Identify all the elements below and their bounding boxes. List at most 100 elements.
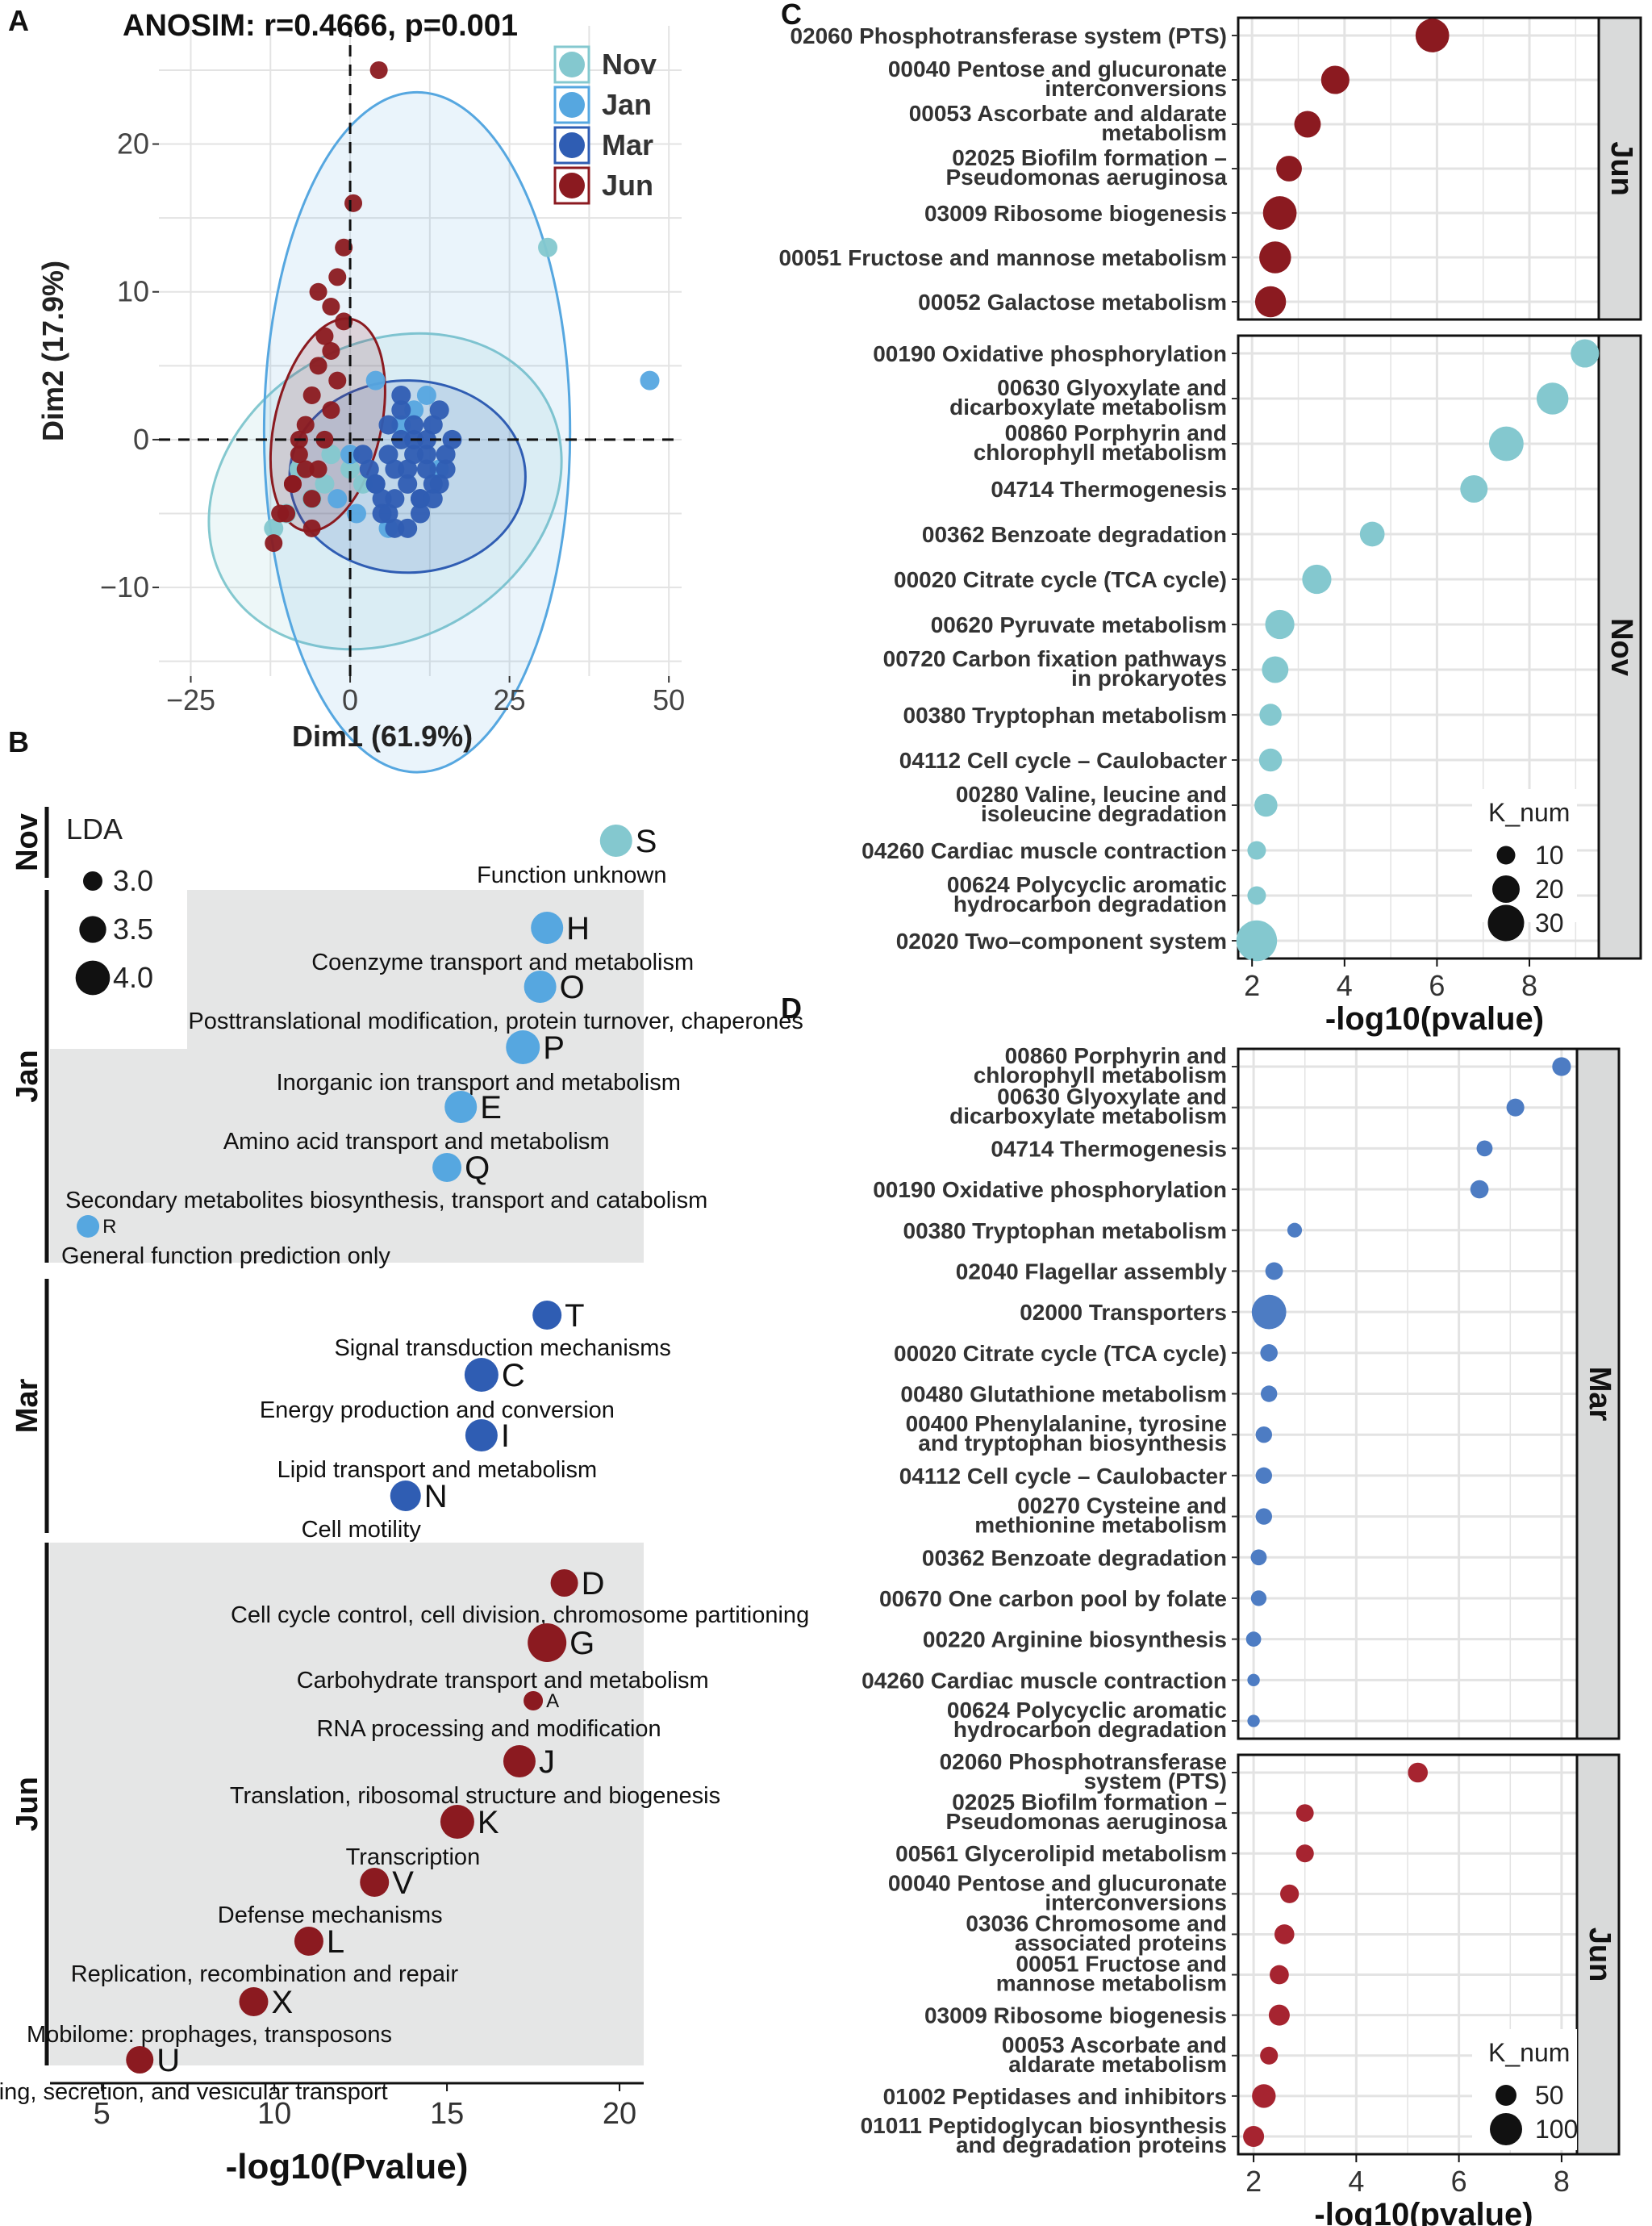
point-mar <box>365 474 386 494</box>
point-jun <box>302 519 321 537</box>
pathway-label: chlorophyll metabolism <box>974 1063 1227 1088</box>
point-jun <box>271 504 290 523</box>
y-tick-label: 20 <box>117 127 149 161</box>
category-description: Coenzyme transport and metabolism <box>311 950 694 975</box>
pathway-point <box>1251 1294 1287 1330</box>
point-mar <box>436 445 456 465</box>
pathway-point <box>1260 1344 1278 1362</box>
point-jun <box>302 386 321 404</box>
category-code: I <box>501 1418 510 1454</box>
point-mar <box>353 445 373 465</box>
size-legend-dot <box>1496 2085 1516 2106</box>
point-jun <box>344 194 363 212</box>
category-code: O <box>560 970 585 1005</box>
pathway-point <box>1302 564 1332 595</box>
category-code: G <box>569 1626 594 1661</box>
x-tick-label: 2 <box>1244 969 1260 1002</box>
x-tick-label: 15 <box>430 2097 464 2131</box>
pathway-label: 02060 Phosphotransferase system (PTS) <box>790 23 1227 48</box>
pathway-label: 02060 Phosphotransferase <box>940 1749 1227 1774</box>
pathway-point <box>1255 1467 1273 1485</box>
category-description: Posttranslational modification, protein … <box>188 1009 803 1034</box>
pathway-label: 01002 Peptidases and inhibitors <box>883 2084 1227 2109</box>
facet-label-nov: Nov <box>1604 618 1638 676</box>
category-code: P <box>543 1030 565 1066</box>
x-tick-label: 6 <box>1451 2165 1467 2198</box>
pathway-label: aldarate metabolism <box>1008 2052 1227 2077</box>
point-jun <box>322 401 340 420</box>
point-mar <box>423 489 443 509</box>
pathway-label: 00362 Benzoate degradation <box>922 1545 1227 1570</box>
category-description: Cell cycle control, cell division, chrom… <box>231 1602 809 1628</box>
x-tick-label: 5 <box>94 2097 111 2131</box>
point-jun <box>315 327 334 345</box>
pathway-point <box>1359 521 1385 547</box>
pathway-label: 00860 Porphyrin and <box>1005 1043 1227 1068</box>
chart-title-a: ANOSIM: r=0.4666, p=0.001 <box>123 9 518 43</box>
point-mar <box>359 459 379 479</box>
pathway-point <box>1415 19 1450 52</box>
pathway-point <box>1506 1098 1525 1117</box>
pathway-label: methionine metabolism <box>974 1513 1227 1538</box>
x-tick-label: 4 <box>1337 969 1353 1002</box>
pathway-label: 00362 Benzoate degradation <box>922 522 1227 547</box>
pathway-label: 00053 Ascorbate and aldarate <box>909 101 1227 126</box>
x-tick-label: 4 <box>1348 2165 1364 2198</box>
size-legend-title: LDA <box>66 812 123 846</box>
category-description: Cell motility <box>302 1517 422 1543</box>
size-legend-dot <box>1492 875 1520 903</box>
x-tick-label: 20 <box>603 2097 636 2131</box>
point-mar <box>411 503 430 524</box>
pathway-label: 04260 Cardiac muscle contraction <box>861 1668 1227 1693</box>
size-legend-dot <box>83 871 102 891</box>
pathway-label: 03009 Ribosome biogenesis <box>924 201 1227 226</box>
size-legend-box <box>1472 2029 1577 2150</box>
group-label-nov: Nov <box>10 813 44 871</box>
pathway-label: 00020 Citrate cycle (TCA cycle) <box>894 1341 1227 1366</box>
pathway-point <box>1259 704 1282 726</box>
pathway-label: 00630 Glyoxylate and <box>997 1084 1227 1109</box>
lda-point-g <box>528 1623 567 1662</box>
pathway-label: Pseudomonas aeruginosa <box>945 1809 1227 1834</box>
lda-point-l <box>294 1927 323 1956</box>
facet-strip <box>1597 334 1642 960</box>
category-description: Replication, recombination and repair <box>71 1961 459 1987</box>
lda-point-r <box>77 1215 100 1238</box>
point-jun <box>296 416 315 434</box>
pathway-label: 03036 Chromosome and <box>966 1911 1227 1936</box>
point-jan <box>327 489 348 509</box>
size-legend-dot <box>1490 2113 1522 2145</box>
category-code: L <box>327 1924 344 1960</box>
lda-point-s <box>599 825 632 857</box>
pathway-label: associated proteins <box>1015 1930 1227 1955</box>
pathway-point <box>1260 1385 1278 1402</box>
point-jan <box>365 370 386 390</box>
lda-point-q <box>432 1153 462 1182</box>
category-description: Lipid transport and metabolism <box>277 1457 598 1483</box>
legend-dot-jun <box>559 173 585 198</box>
pathway-point <box>1476 1140 1493 1157</box>
pathway-point <box>1280 1884 1299 1903</box>
category-description: Energy production and conversion <box>260 1397 615 1423</box>
category-code: X <box>271 1985 293 2020</box>
point-jun <box>309 357 327 375</box>
category-code: J <box>539 1744 555 1780</box>
category-code: Q <box>465 1151 490 1186</box>
pathway-point <box>1252 2084 1276 2108</box>
facet-strip <box>1575 1047 1621 1740</box>
pathway-point <box>1255 1426 1273 1443</box>
pathway-label: 00280 Valine, leucine and <box>956 782 1227 807</box>
point-jun <box>335 238 353 257</box>
point-nov <box>321 445 341 465</box>
category-code: E <box>480 1090 502 1126</box>
pathway-label: 00380 Tryptophan metabolism <box>903 703 1227 728</box>
lda-point-o <box>524 971 557 1003</box>
pathway-label: 02000 Transporters <box>1020 1300 1227 1325</box>
size-legend-title: K_num <box>1488 2038 1570 2067</box>
pathway-point <box>1254 793 1278 817</box>
point-jun <box>302 490 321 508</box>
size-legend-dot <box>79 916 106 943</box>
point-jun <box>335 312 353 331</box>
pathway-point <box>1287 1222 1303 1238</box>
group-label-mar: Mar <box>10 1379 44 1434</box>
